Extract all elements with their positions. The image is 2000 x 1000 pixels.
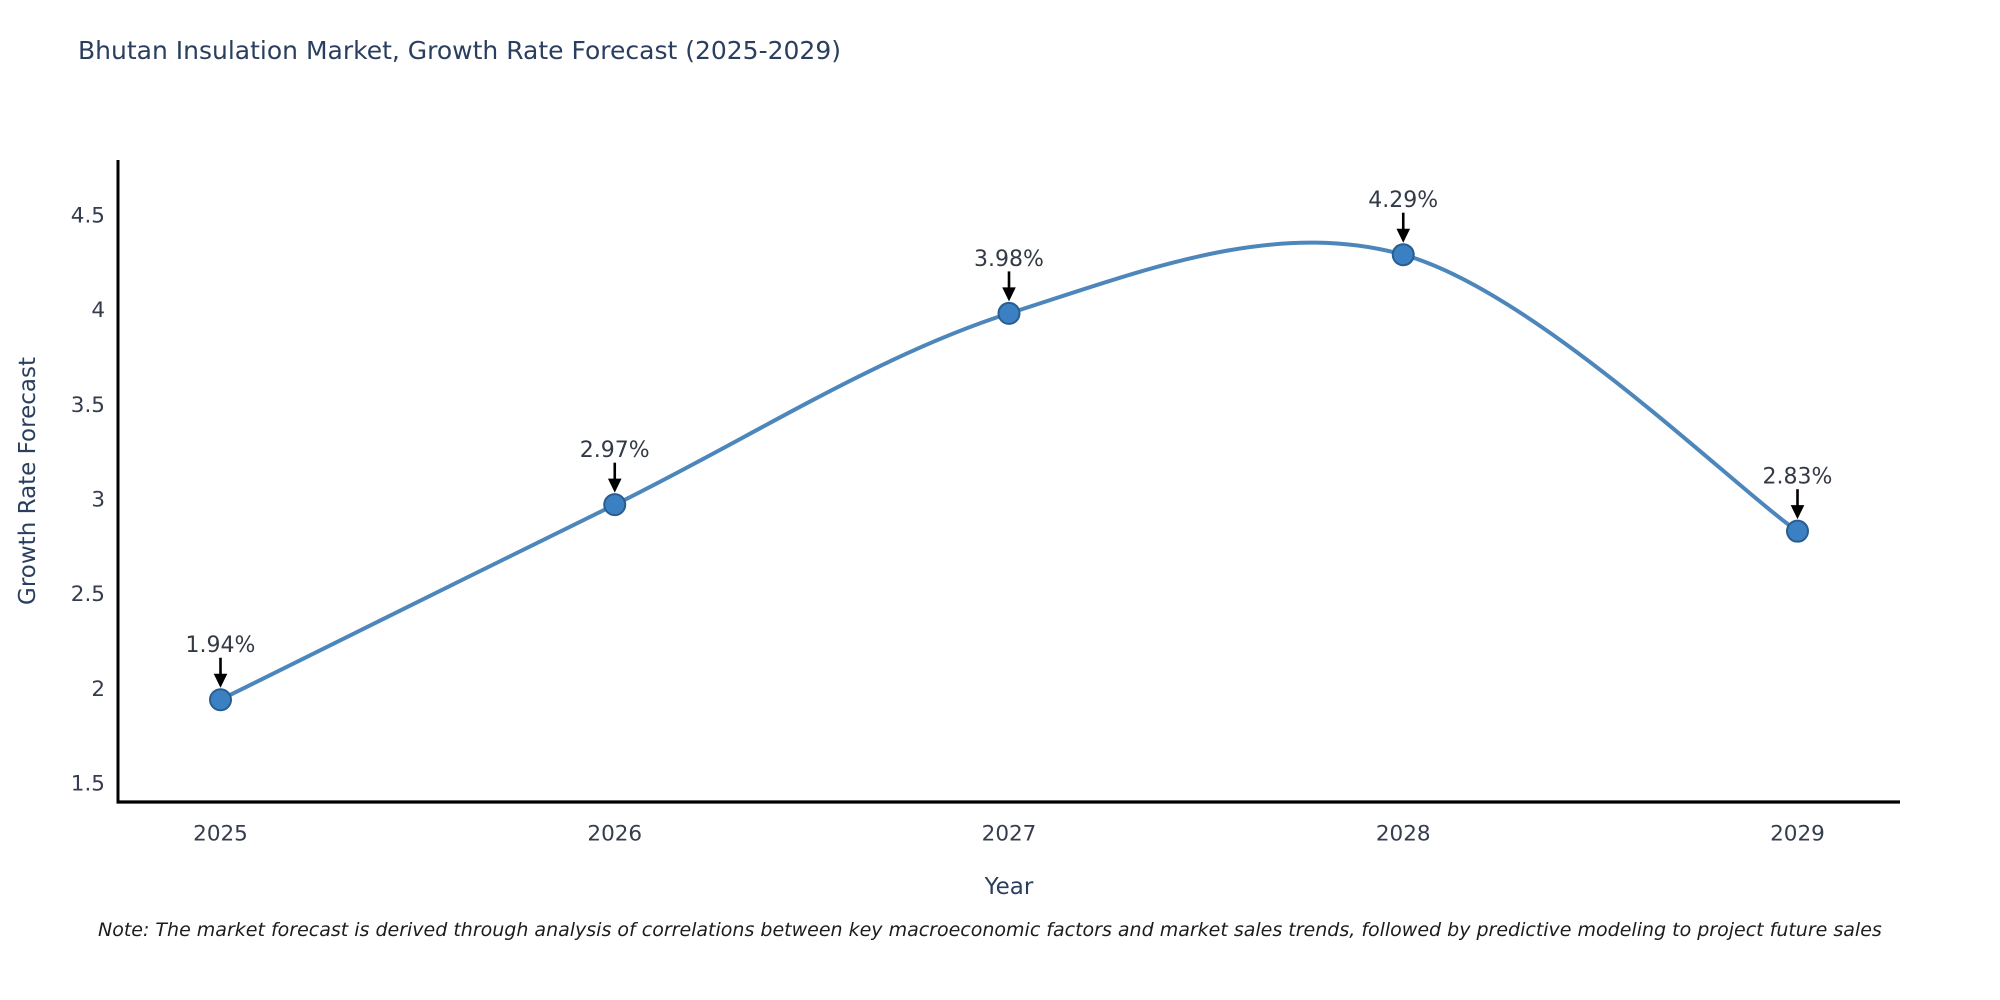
data-point-marker <box>603 493 627 517</box>
x-tick-label: 2025 <box>193 822 248 847</box>
data-point-marker <box>209 688 233 712</box>
data-point-marker <box>997 301 1021 325</box>
annotation-arrowhead-icon <box>1396 228 1411 243</box>
annotation-label: 2.83% <box>1763 465 1833 490</box>
y-tick-label: 4.5 <box>71 203 105 228</box>
x-tick-label: 2029 <box>1770 822 1825 847</box>
y-tick-label: 3.5 <box>71 393 105 418</box>
annotation-label: 2.97% <box>580 438 650 463</box>
annotation-arrowhead-icon <box>1790 505 1805 520</box>
x-tick-label: 2028 <box>1376 822 1431 847</box>
y-tick-label: 1.5 <box>71 772 105 797</box>
chart-note: Note: The market forecast is derived thr… <box>98 919 1882 941</box>
x-axis-title: Year <box>984 874 1034 900</box>
annotation-label: 1.94% <box>186 633 256 658</box>
y-tick-label: 2 <box>91 677 105 702</box>
y-tick-label: 3 <box>91 487 105 512</box>
x-tick-label: 2026 <box>587 822 642 847</box>
annotation-label: 4.29% <box>1368 188 1438 213</box>
annotation-arrowhead-icon <box>213 673 228 688</box>
annotation-label: 3.98% <box>974 247 1044 272</box>
y-tick-label: 4 <box>91 298 105 323</box>
chart-title: Bhutan Insulation Market, Growth Rate Fo… <box>78 36 841 65</box>
data-point-marker <box>1391 243 1415 267</box>
x-tick-label: 2027 <box>982 822 1037 847</box>
data-point-marker <box>1785 519 1809 543</box>
y-tick-label: 2.5 <box>71 582 105 607</box>
annotation-arrowhead-icon <box>1002 287 1016 302</box>
annotation-arrowhead-icon <box>607 478 622 493</box>
